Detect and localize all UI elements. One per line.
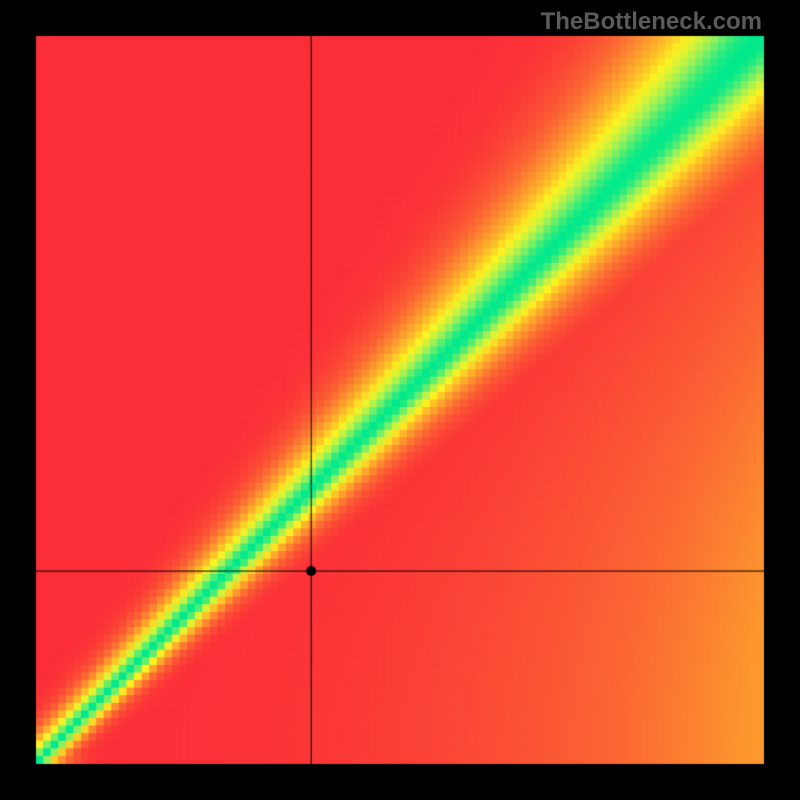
bottleneck-heatmap (0, 0, 800, 800)
watermark-text: TheBottleneck.com (541, 8, 762, 36)
